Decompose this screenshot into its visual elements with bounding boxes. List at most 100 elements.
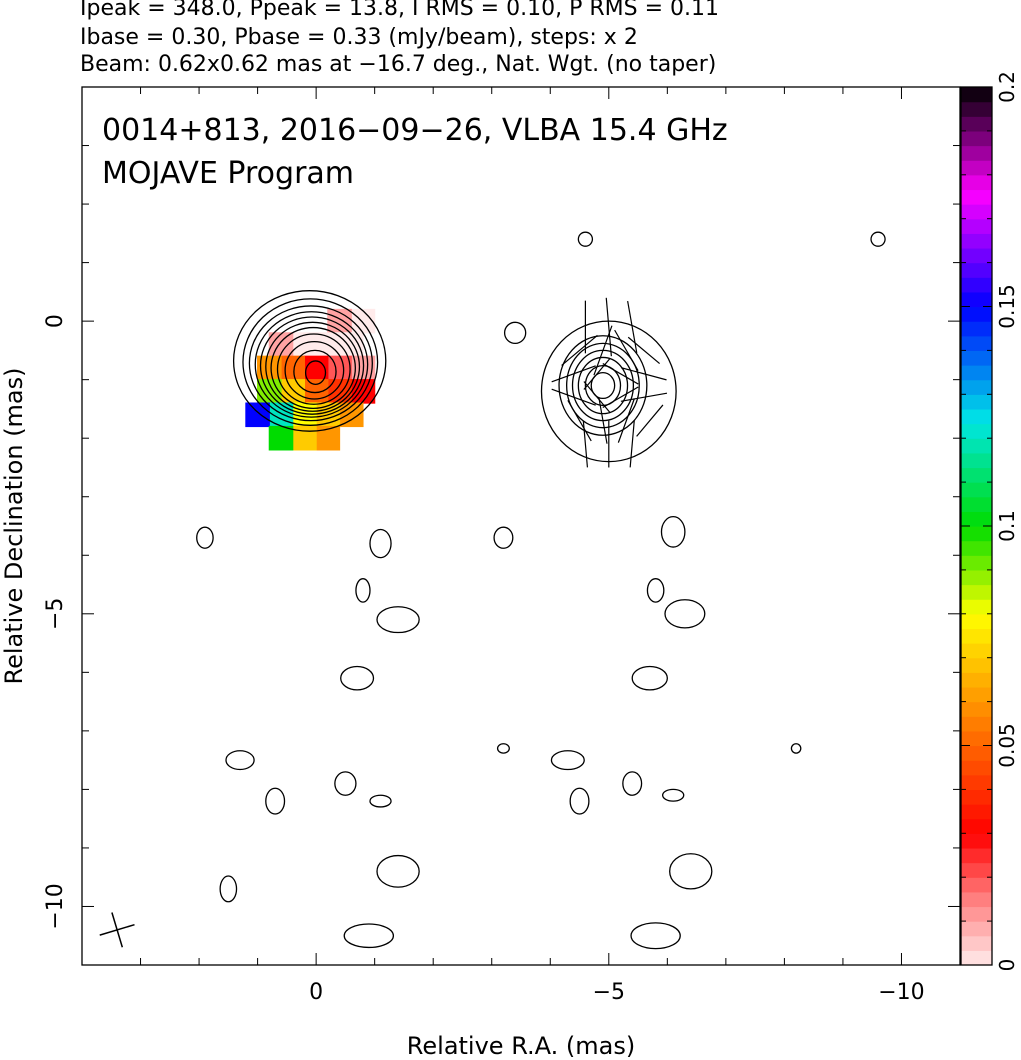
intensity-contour <box>259 316 365 415</box>
colorbar-step <box>961 774 992 790</box>
colorbar-tick-label: 0 <box>995 959 1019 972</box>
colorbar-step <box>961 745 992 761</box>
colorbar-step <box>961 511 992 527</box>
colorbar-step <box>961 760 992 776</box>
evpa-vector <box>551 388 596 406</box>
colorbar-tick-label: 0.2 <box>995 71 1019 103</box>
polarization-pixel <box>338 332 364 357</box>
colorbar-step <box>961 569 992 586</box>
colorbar-step <box>961 174 992 191</box>
colorbar-step <box>961 350 992 366</box>
colorbar-step <box>961 584 992 600</box>
noise-contour <box>662 788 685 802</box>
evpa-vector <box>629 420 635 468</box>
intensity-contour <box>270 326 357 409</box>
colorbar-step <box>961 686 992 703</box>
total-intensity-contours <box>232 290 387 432</box>
colorbar-step <box>961 804 992 820</box>
colorbar-step <box>961 847 992 864</box>
intensity-contour <box>242 298 379 426</box>
evpa-vector <box>598 397 608 444</box>
evpa-vector <box>614 329 639 371</box>
y-axis-label: Relative Declination (mas) <box>0 367 28 684</box>
evpa-vector <box>567 400 592 442</box>
colorbar-step <box>961 438 992 454</box>
polarization-pixel <box>350 379 376 404</box>
plot-area <box>99 231 886 950</box>
evpa-vector <box>617 398 635 443</box>
polarization-contour <box>590 371 616 400</box>
colorbar-step <box>961 730 992 747</box>
colorbar-step <box>961 540 992 556</box>
noise-contour <box>225 750 255 771</box>
x-tick-label: 0 <box>309 980 323 1005</box>
evpa-vectors <box>551 297 668 468</box>
colorbar-step <box>961 818 992 834</box>
colorbar-step <box>961 379 992 395</box>
noise-contour <box>334 771 357 796</box>
noise-contour <box>369 528 392 559</box>
colorbar-step <box>961 950 992 966</box>
noise-contour <box>630 922 681 950</box>
polarization-pixel <box>280 355 306 381</box>
noise-contour <box>343 923 395 949</box>
colorbar <box>961 87 992 966</box>
colorbar-step <box>961 145 992 161</box>
colorbar-step <box>961 277 992 293</box>
noise-contour <box>265 787 286 815</box>
header-line-2: Ibase = 0.30, Pbase = 0.33 (mJy/beam), s… <box>80 25 638 50</box>
colorbar-step <box>961 906 992 922</box>
intensity-contour <box>265 321 361 412</box>
colorbar-step <box>961 218 992 234</box>
axis-ticks <box>81 86 961 966</box>
colorbar-step <box>961 204 992 220</box>
x-tick-label: −10 <box>878 980 924 1005</box>
colorbar-step <box>961 423 992 439</box>
evpa-vector <box>627 300 638 354</box>
colorbar-step <box>961 130 992 147</box>
evpa-vector <box>583 357 611 390</box>
chart-subtitle: MOJAVE Program <box>102 156 354 191</box>
beam-cross <box>99 912 135 948</box>
polarization-contour <box>584 364 622 407</box>
evpa-vector <box>627 336 660 365</box>
noise-contour <box>376 606 420 634</box>
y-tick-label: −10 <box>43 883 68 929</box>
polarization-pixel <box>280 379 306 404</box>
colorbar-step <box>961 335 992 351</box>
colorbar-step <box>961 833 992 849</box>
polarization-contour <box>558 335 648 436</box>
evpa-vector <box>551 365 596 383</box>
header-line-3: Beam: 0.62x0.62 mas at −16.7 deg., Nat. … <box>80 52 717 77</box>
colorbar-tick-label: 0.15 <box>995 284 1019 329</box>
evpa-vector <box>621 367 667 381</box>
polarization-pixel <box>268 425 294 451</box>
colorbar-step <box>961 247 992 264</box>
evpa-vector <box>593 325 613 376</box>
colorbar-step <box>961 394 992 410</box>
colorbar-step <box>961 613 992 630</box>
x-axis-label: Relative R.A. (mas) <box>407 1032 635 1060</box>
polarization-contour <box>577 356 629 415</box>
noise-contour <box>664 599 706 629</box>
beam-minor-axis <box>99 923 135 936</box>
noise-contours <box>196 231 886 950</box>
noise-contour <box>622 771 643 796</box>
evpa-vector <box>583 381 611 414</box>
noise-contour <box>496 743 510 754</box>
evpa-vector <box>561 334 598 366</box>
colorbar-step <box>961 935 992 951</box>
polarization-contour <box>566 342 640 429</box>
colorbar-step <box>961 408 992 425</box>
colorbar-step <box>961 365 992 381</box>
noise-contour <box>669 853 713 890</box>
colorbar-step <box>961 321 992 337</box>
colorbar-step <box>961 657 992 673</box>
y-tick-label: 0 <box>43 314 68 328</box>
intensity-contour <box>254 311 369 418</box>
noise-contour <box>577 231 594 247</box>
y-tick-label: −5 <box>43 598 68 630</box>
colorbar-step <box>961 555 992 571</box>
noise-contour <box>646 578 665 603</box>
noise-contour <box>493 526 514 549</box>
